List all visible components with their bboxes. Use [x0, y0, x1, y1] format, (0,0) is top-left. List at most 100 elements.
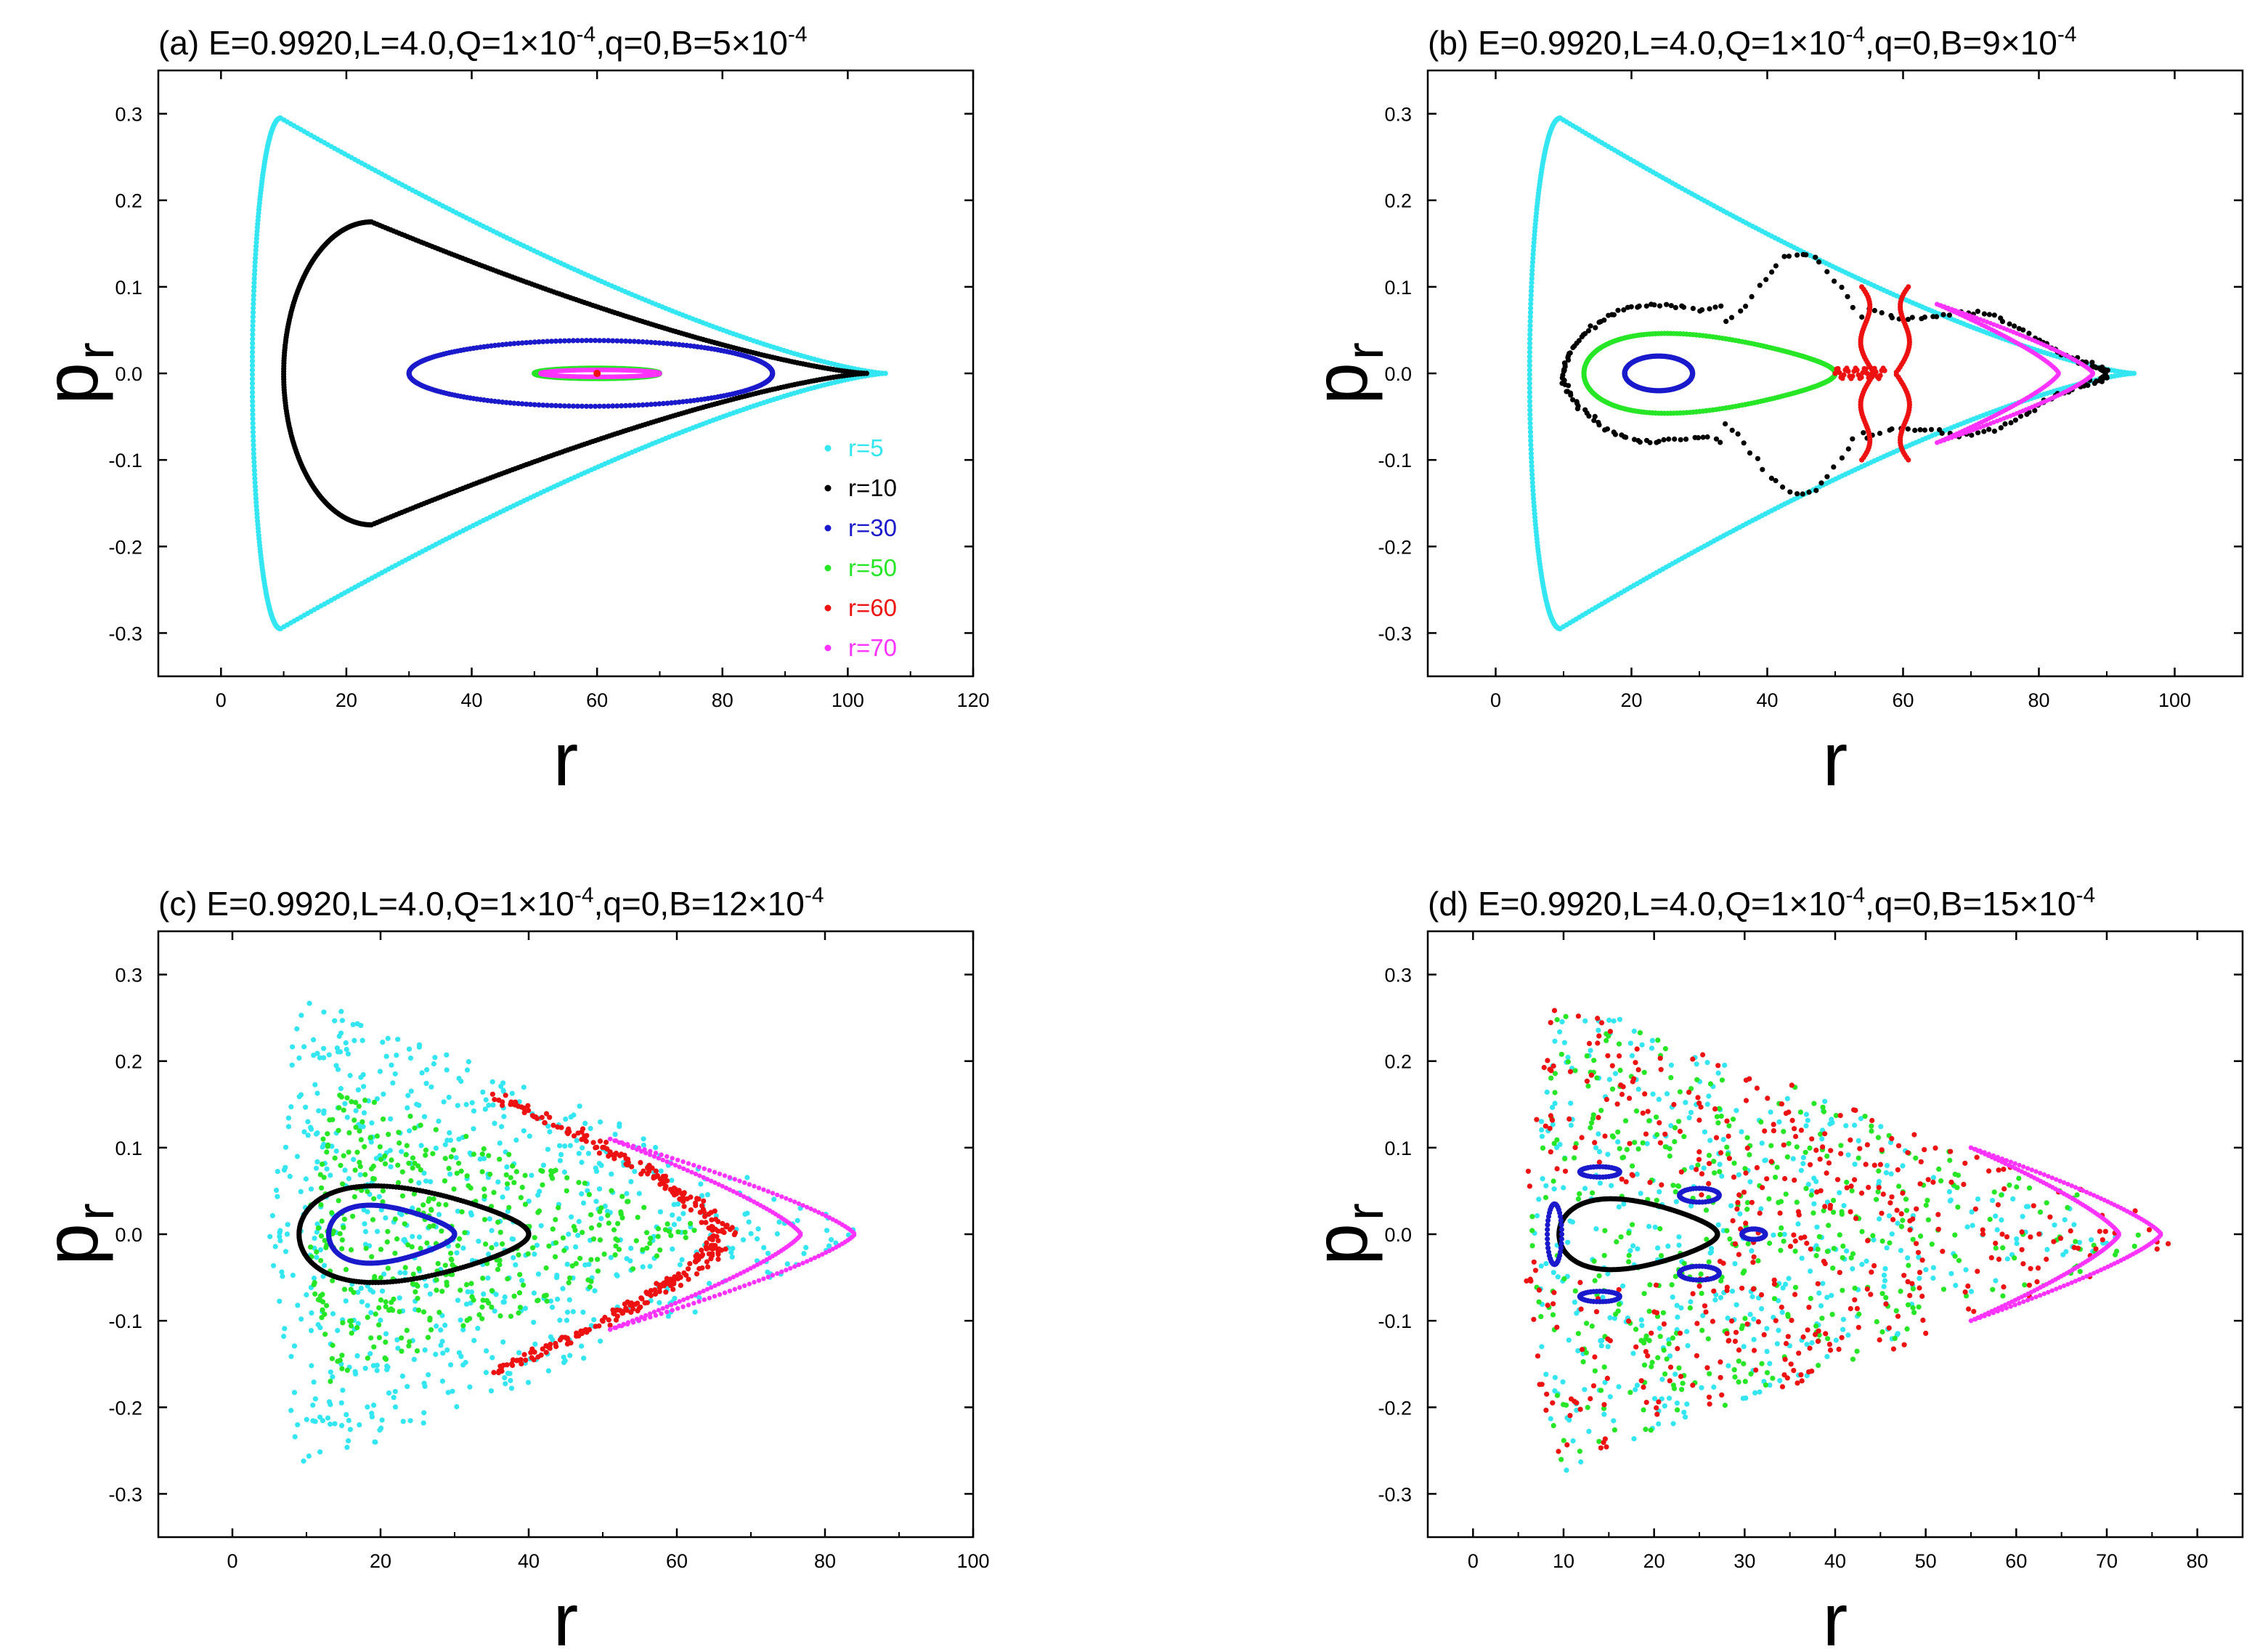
- data-point: [436, 1261, 441, 1266]
- data-point: [1806, 490, 1811, 495]
- data-point: [330, 1342, 336, 1348]
- data-point: [761, 1245, 766, 1250]
- data-point: [383, 1332, 389, 1337]
- data-point: [250, 381, 255, 386]
- data-point: [1918, 427, 1923, 432]
- legend-marker: [825, 565, 832, 572]
- x-tick-label: 100: [832, 689, 864, 711]
- data-point: [504, 1172, 509, 1178]
- data-point: [325, 1167, 330, 1172]
- data-point: [307, 1001, 312, 1006]
- data-point: [580, 1146, 585, 1151]
- data-point: [277, 1299, 282, 1304]
- data-point: [393, 1071, 398, 1077]
- data-point: [532, 1235, 537, 1240]
- data-point: [1723, 319, 1728, 324]
- x-tick-label: 40: [1756, 689, 1778, 711]
- data-point: [313, 1419, 318, 1424]
- data-point: [1906, 284, 1911, 289]
- data-point: [478, 1156, 483, 1162]
- data-point: [298, 1316, 304, 1321]
- data-point: [500, 1241, 505, 1247]
- data-point: [1527, 354, 1532, 359]
- data-point: [1850, 437, 1855, 442]
- data-point: [353, 1167, 358, 1172]
- data-point: [1874, 369, 1879, 374]
- data-point: [427, 1316, 432, 1321]
- data-point: [598, 1119, 603, 1125]
- data-point: [487, 1216, 492, 1221]
- data-point: [336, 1128, 341, 1133]
- data-point: [423, 1348, 428, 1353]
- data-point: [386, 1036, 391, 1041]
- x-tick-label: 40: [461, 689, 483, 711]
- data-point: [458, 1318, 463, 1323]
- data-point: [1845, 294, 1850, 299]
- x-tick-label: 60: [666, 1550, 688, 1572]
- data-point: [670, 1287, 675, 1292]
- data-point: [565, 1310, 570, 1315]
- data-point: [1673, 305, 1678, 310]
- data-point: [395, 1037, 400, 1042]
- data-point: [309, 1310, 314, 1316]
- data-point: [500, 1340, 505, 1345]
- data-point: [565, 1342, 570, 1347]
- legend-label: r=5: [848, 434, 884, 461]
- data-point: [1877, 431, 1882, 436]
- data-point: [354, 1108, 359, 1113]
- data-point: [414, 1102, 419, 1107]
- data-point: [653, 1145, 658, 1150]
- data-point: [510, 1236, 515, 1241]
- data-point: [381, 1092, 386, 1097]
- data-point: [598, 1138, 603, 1143]
- data-point: [562, 1143, 567, 1148]
- data-point: [637, 1191, 642, 1196]
- data-point: [1841, 372, 1846, 377]
- legend-marker: [825, 445, 832, 452]
- data-point: [1795, 253, 1800, 258]
- data-point: [349, 1324, 354, 1329]
- data-point: [521, 1085, 527, 1090]
- data-point: [357, 1422, 362, 1427]
- data-point: [456, 1161, 461, 1166]
- data-point: [683, 1230, 688, 1235]
- data-point: [1741, 440, 1747, 445]
- data-point: [566, 1231, 571, 1236]
- data-point: [450, 1263, 455, 1268]
- data-point: [741, 1237, 746, 1242]
- data-point: [505, 1371, 511, 1376]
- data-point: [294, 1026, 299, 1032]
- data-point: [1757, 283, 1763, 288]
- data-point: [430, 1151, 435, 1156]
- data-point: [438, 1342, 443, 1348]
- data-point: [598, 1237, 603, 1242]
- data-point: [393, 1389, 398, 1394]
- data-point: [647, 1264, 652, 1269]
- data-point: [1818, 480, 1824, 485]
- data-point: [443, 1202, 448, 1207]
- data-point: [864, 370, 869, 376]
- data-point: [465, 1173, 470, 1178]
- data-point: [614, 1272, 619, 1277]
- data-point: [556, 1205, 561, 1210]
- data-point: [322, 1312, 327, 1317]
- y-tick-label: -0.2: [1378, 536, 1412, 558]
- data-point: [391, 1395, 397, 1400]
- data-point: [803, 1245, 808, 1250]
- data-point: [587, 1192, 592, 1197]
- data-point: [313, 1396, 318, 1401]
- data-point: [442, 1323, 447, 1328]
- data-point: [585, 1277, 590, 1282]
- data-point: [485, 1276, 490, 1281]
- y-tick-label: 0.1: [1384, 277, 1412, 299]
- data-point: [399, 1335, 404, 1340]
- data-point: [295, 1154, 300, 1159]
- data-point: [1879, 310, 1885, 315]
- data-point: [1743, 304, 1748, 309]
- data-point: [338, 1231, 343, 1236]
- data-point: [511, 1255, 516, 1260]
- data-point: [416, 1266, 421, 1271]
- data-point: [582, 1263, 588, 1268]
- data-point: [280, 1273, 285, 1279]
- data-point: [288, 1408, 293, 1413]
